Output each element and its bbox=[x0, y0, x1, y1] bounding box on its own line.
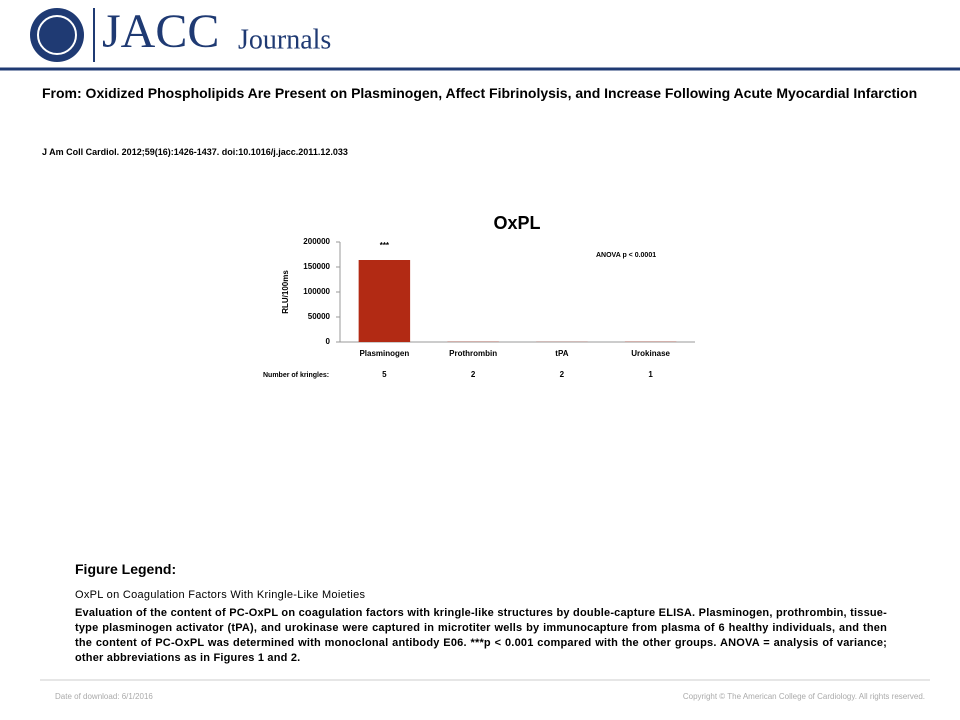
x-tick-label: Prothrombin bbox=[449, 349, 497, 358]
x-tick-label: tPA bbox=[555, 349, 568, 358]
bar bbox=[358, 260, 411, 342]
chart: OxPL RLU/100ms 0 50000 100000 150000 200000 ANO… bbox=[263, 213, 695, 379]
logo-ring bbox=[37, 15, 77, 55]
kringle-count: 2 bbox=[560, 370, 565, 379]
y-tick-label: 0 bbox=[326, 337, 331, 346]
legend-text: Evaluation of the content of PC-OxPL on … bbox=[75, 607, 887, 664]
logo-text: JACC bbox=[102, 5, 219, 58]
kringle-count: 5 bbox=[382, 370, 387, 379]
chart-title: OxPL bbox=[493, 213, 540, 233]
footer-date: Date of download: 6/1/2016 bbox=[55, 692, 153, 701]
x-tick-label: Plasminogen bbox=[359, 349, 409, 358]
significance: *** bbox=[380, 241, 390, 250]
legend-heading: Figure Legend: bbox=[75, 561, 177, 577]
footer-copyright: Copyright © The American College of Card… bbox=[682, 692, 925, 701]
y-tick-label: 200000 bbox=[303, 237, 330, 246]
legend-subtitle: OxPL on Coagulation Factors With Kringle… bbox=[75, 589, 366, 601]
logo-sub: Journals bbox=[238, 24, 331, 55]
x-tick-label: Urokinase bbox=[631, 349, 670, 358]
figure-title: From: Oxidized Phospholipids Are Present… bbox=[42, 85, 918, 101]
kringle-count: 1 bbox=[648, 370, 653, 379]
kringle-count: 2 bbox=[471, 370, 476, 379]
y-axis-label: RLU/100ms bbox=[281, 270, 290, 314]
y-tick-label: 50000 bbox=[308, 312, 331, 321]
kringles-label: Number of kringles: bbox=[263, 372, 329, 379]
annotation: ANOVA p < 0.0001 bbox=[596, 252, 656, 259]
y-tick-label: 100000 bbox=[303, 287, 330, 296]
y-tick-label: 150000 bbox=[303, 262, 330, 271]
citation: J Am Coll Cardiol. 2012;59(16):1426-1437… bbox=[42, 147, 348, 157]
